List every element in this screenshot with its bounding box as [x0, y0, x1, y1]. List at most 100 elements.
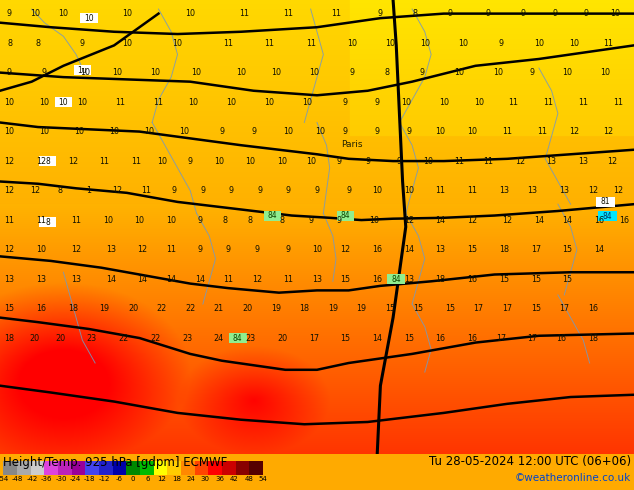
Text: 9: 9 — [337, 157, 342, 166]
Text: 14: 14 — [534, 216, 544, 224]
Text: 11: 11 — [223, 274, 233, 284]
Text: 14: 14 — [436, 216, 446, 224]
Text: 12: 12 — [36, 157, 46, 166]
Text: 11: 11 — [467, 186, 477, 195]
Text: 12: 12 — [4, 245, 15, 254]
Text: 20: 20 — [55, 334, 65, 343]
Text: 9: 9 — [448, 9, 453, 18]
Text: 10: 10 — [369, 216, 379, 224]
Text: -36: -36 — [41, 476, 52, 482]
Text: 0: 0 — [131, 476, 136, 482]
Text: 9: 9 — [397, 157, 402, 166]
Text: 8: 8 — [384, 68, 389, 77]
Text: 10: 10 — [236, 68, 246, 77]
Text: 12: 12 — [71, 245, 81, 254]
Text: 18: 18 — [499, 245, 509, 254]
Text: 11: 11 — [36, 216, 46, 224]
Text: 15: 15 — [499, 274, 509, 284]
Bar — [140, 461, 153, 475]
Text: 54: 54 — [259, 476, 268, 482]
Text: -24: -24 — [70, 476, 81, 482]
Text: 9: 9 — [584, 9, 589, 18]
Text: 8: 8 — [45, 157, 50, 166]
Text: 36: 36 — [216, 476, 224, 482]
Text: 9: 9 — [251, 127, 256, 136]
Text: Height/Temp. 925 hPa [gdpm] ECMWF: Height/Temp. 925 hPa [gdpm] ECMWF — [3, 456, 228, 468]
Text: 10: 10 — [188, 98, 198, 107]
Text: 10: 10 — [458, 39, 468, 48]
Bar — [337, 211, 354, 220]
Text: 15: 15 — [385, 304, 395, 313]
Text: 13: 13 — [312, 274, 322, 284]
Bar — [236, 461, 249, 475]
Bar — [3, 461, 17, 475]
Text: 15: 15 — [467, 245, 477, 254]
Text: 6: 6 — [145, 476, 150, 482]
Text: 11: 11 — [4, 216, 15, 224]
Text: 16: 16 — [467, 334, 477, 343]
Text: 11: 11 — [115, 98, 126, 107]
Text: 10: 10 — [122, 39, 132, 48]
Text: 10: 10 — [404, 186, 414, 195]
Text: 13: 13 — [404, 274, 414, 284]
Text: 9: 9 — [257, 186, 262, 195]
Text: 12: 12 — [404, 216, 414, 224]
Text: 10: 10 — [109, 127, 119, 136]
Text: 12: 12 — [112, 186, 122, 195]
Text: 9: 9 — [7, 9, 12, 18]
Text: 16: 16 — [372, 245, 382, 254]
Text: 12: 12 — [340, 245, 351, 254]
Bar — [126, 461, 140, 475]
Text: 9: 9 — [349, 68, 354, 77]
Text: 12: 12 — [604, 127, 614, 136]
Text: 10: 10 — [302, 98, 313, 107]
Text: 15: 15 — [340, 334, 351, 343]
Text: 10: 10 — [58, 98, 68, 107]
Text: 10: 10 — [534, 39, 544, 48]
Text: 13: 13 — [4, 274, 15, 284]
Text: 13: 13 — [578, 157, 588, 166]
Text: 10: 10 — [112, 68, 122, 77]
Text: -48: -48 — [12, 476, 23, 482]
Text: 10: 10 — [309, 68, 319, 77]
Text: 10: 10 — [84, 14, 94, 23]
Text: 11: 11 — [436, 186, 446, 195]
Text: 19: 19 — [271, 304, 281, 313]
Bar — [222, 461, 236, 475]
Text: 10: 10 — [122, 9, 132, 18]
Text: 15: 15 — [413, 304, 424, 313]
Bar — [167, 461, 181, 475]
Text: 11: 11 — [578, 98, 588, 107]
Text: 11: 11 — [455, 157, 465, 166]
Text: 10: 10 — [562, 68, 573, 77]
Bar — [72, 461, 85, 475]
Text: 10: 10 — [455, 68, 465, 77]
Text: 12: 12 — [138, 245, 148, 254]
Text: 11: 11 — [331, 9, 341, 18]
Bar — [39, 218, 56, 227]
Text: 20: 20 — [277, 334, 287, 343]
Text: 9: 9 — [552, 9, 557, 18]
Text: 1u: 1u — [77, 66, 87, 75]
Text: 10: 10 — [569, 39, 579, 48]
Text: 9: 9 — [42, 68, 47, 77]
Text: 10: 10 — [467, 127, 477, 136]
Text: 10: 10 — [77, 98, 87, 107]
Text: 14: 14 — [562, 216, 573, 224]
Text: 10: 10 — [172, 39, 183, 48]
Text: 15: 15 — [340, 274, 351, 284]
Text: 10: 10 — [306, 157, 316, 166]
Text: -18: -18 — [84, 476, 96, 482]
Text: 15: 15 — [531, 274, 541, 284]
Text: 8: 8 — [280, 216, 285, 224]
Text: 11: 11 — [166, 245, 176, 254]
Text: 9: 9 — [229, 186, 234, 195]
Text: 8: 8 — [248, 216, 253, 224]
Text: 9: 9 — [375, 98, 380, 107]
Text: 10: 10 — [4, 98, 15, 107]
Text: 10: 10 — [150, 68, 160, 77]
Text: 12: 12 — [252, 274, 262, 284]
Bar — [99, 461, 113, 475]
Text: -6: -6 — [115, 476, 122, 482]
Text: 20: 20 — [242, 304, 252, 313]
